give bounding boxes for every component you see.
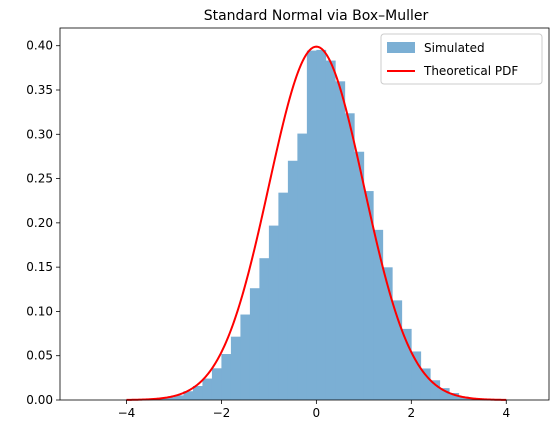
- histogram-bar-25: [363, 191, 374, 400]
- histogram-bar-9: [211, 368, 222, 400]
- pdf-line: [126, 45, 507, 401]
- legend-swatch-simulated: [387, 42, 415, 53]
- histogram-bar-28: [392, 300, 403, 400]
- x-tick-label-2: 0: [313, 406, 321, 420]
- histogram-bar-30: [411, 351, 422, 400]
- histogram-bar-15: [268, 225, 279, 400]
- histogram-bar-27: [382, 267, 393, 400]
- y-tick-label-0: 0.00: [26, 393, 53, 407]
- histogram-bar-26: [373, 229, 384, 400]
- histogram-bar-24: [354, 151, 365, 400]
- histogram-bar-12: [240, 314, 251, 400]
- legend-label-simulated: Simulated: [424, 41, 485, 55]
- histogram-bar-5: [173, 395, 184, 400]
- x-tick-label-0: −4: [118, 406, 136, 420]
- histogram-bar-7: [192, 386, 203, 400]
- histogram-bar-14: [259, 258, 270, 400]
- axes: −4 −2 0 2 4 0.00 0.05 0.10 0.15 0.20 0.25 0.30 0.35 0…: [26, 27, 550, 420]
- x-tick-label-4: 4: [502, 406, 510, 420]
- x-tick-label-1: −2: [213, 406, 231, 420]
- histogram-bar-19: [306, 50, 317, 401]
- legend-box: [380, 33, 543, 85]
- histogram-bar-16: [278, 192, 289, 400]
- histogram-bar-35: [458, 396, 469, 400]
- pdf-series: [126, 45, 507, 401]
- y-tick-label-2: 0.10: [26, 304, 53, 318]
- histogram-bar-23: [344, 113, 355, 400]
- legend-label-pdf: Theoretical PDF: [423, 64, 518, 78]
- legend: Simulated Theoretical PDF: [380, 33, 543, 85]
- histogram-bar-22: [335, 81, 346, 400]
- axes-frame: [59, 27, 550, 401]
- y-tick-label-3: 0.15: [26, 260, 53, 274]
- y-tick-label-1: 0.05: [26, 349, 53, 363]
- y-tick-label-7: 0.35: [26, 83, 53, 97]
- histogram-bar-6: [183, 391, 194, 400]
- y-tick-label-4: 0.20: [26, 216, 53, 230]
- histogram-bar-33: [439, 388, 450, 400]
- histogram-bar-32: [430, 380, 441, 400]
- y-tick-label-8: 0.40: [26, 39, 53, 53]
- histogram-bar-13: [249, 288, 260, 400]
- chart-title: Standard Normal via Box–Muller: [204, 8, 429, 24]
- y-tick-label-5: 0.25: [26, 172, 53, 186]
- histogram-bar-29: [401, 328, 412, 400]
- x-tick-label-3: 2: [408, 406, 416, 420]
- histogram-bar-11: [230, 336, 241, 400]
- y-tick-label-6: 0.30: [26, 127, 53, 141]
- histogram-bar-21: [325, 60, 336, 401]
- histogram-bar-20: [316, 49, 327, 400]
- histogram-bar-34: [449, 393, 460, 400]
- histogram-bar-10: [221, 354, 232, 400]
- histogram-bar-18: [297, 133, 308, 400]
- histogram-bar-4: [164, 397, 175, 400]
- histogram-bar-31: [420, 368, 431, 400]
- histogram-series: [126, 49, 507, 401]
- histogram-bar-17: [287, 160, 298, 400]
- histogram-bar-8: [202, 378, 213, 400]
